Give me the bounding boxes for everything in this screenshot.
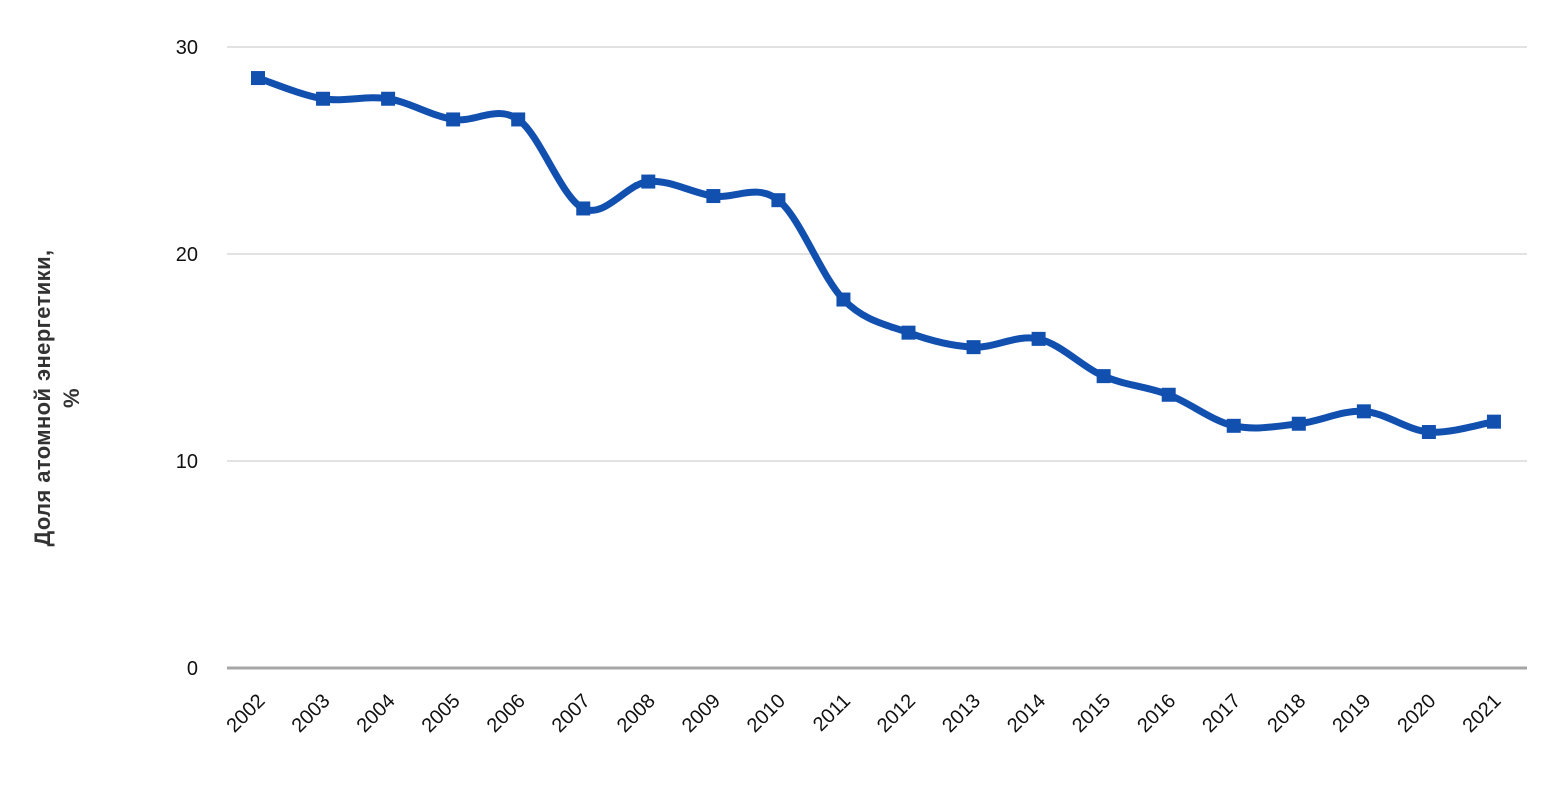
x-tick-label: 2013 (938, 690, 985, 737)
data-point-marker (1421, 425, 1436, 440)
x-tick-label: 2011 (809, 690, 855, 736)
data-point-marker (1161, 387, 1176, 402)
x-tick-label: 2016 (1133, 690, 1180, 737)
x-tick-label: 2006 (483, 690, 530, 737)
x-tick-label: 2007 (548, 690, 595, 737)
x-tick-label: 2014 (1003, 690, 1050, 737)
data-point-marker (836, 292, 851, 307)
x-tick-label: 2012 (873, 690, 920, 737)
data-point-marker (1226, 418, 1241, 433)
y-tick-label: 30 (176, 37, 198, 59)
x-tick-label: 2018 (1263, 690, 1310, 737)
data-point-marker (446, 112, 461, 127)
x-tick-label: 2020 (1393, 690, 1440, 737)
data-point-marker (901, 325, 916, 340)
x-tick-label: 2002 (223, 690, 270, 737)
data-point-marker (1486, 414, 1501, 429)
data-point-marker (511, 112, 526, 127)
data-point-marker (1031, 331, 1046, 346)
data-point-marker (576, 201, 591, 216)
data-point-marker (706, 189, 721, 204)
y-tick-label: 20 (176, 244, 198, 266)
data-point-marker (381, 91, 396, 106)
x-tick-label: 2019 (1328, 690, 1375, 737)
data-point-marker (1291, 416, 1306, 431)
x-tick-label: 2021 (1458, 690, 1505, 737)
x-tick-label: 2017 (1198, 690, 1245, 737)
x-tick-label: 2015 (1068, 690, 1115, 737)
data-point-marker (771, 193, 786, 208)
x-tick-label: 2008 (613, 690, 660, 737)
y-tick-label: 0 (187, 658, 198, 680)
data-point-marker (966, 340, 981, 355)
x-tick-label: 2005 (418, 690, 465, 737)
x-tick-label: 2004 (353, 690, 400, 737)
x-tick-label: 2003 (288, 690, 335, 737)
data-point-marker (1096, 369, 1111, 384)
y-tick-label: 10 (176, 451, 198, 473)
series-line (254, 74, 1498, 436)
data-point-marker (251, 71, 265, 86)
data-point-marker (641, 174, 656, 189)
data-point-marker (316, 91, 331, 106)
x-tick-label: 2009 (678, 690, 725, 737)
data-point-marker (1356, 404, 1371, 419)
x-tick-label: 2010 (743, 690, 790, 737)
